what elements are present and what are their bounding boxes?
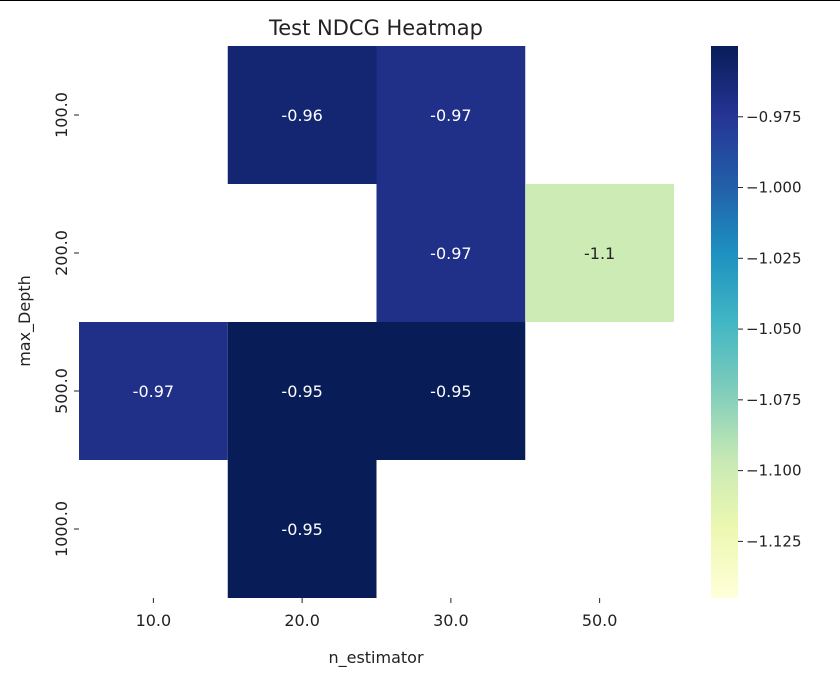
y-tick-label: 500.0 <box>52 368 71 414</box>
colorbar <box>711 46 738 598</box>
colorbar-tick-label: −1.100 <box>746 462 802 480</box>
heatmap-cell <box>227 46 377 184</box>
heatmap-cell <box>79 322 228 460</box>
colorbar-tick-label: −1.000 <box>746 179 802 197</box>
heatmap-cell <box>376 184 526 322</box>
top-border <box>0 0 840 1</box>
cell-value-label: -0.95 <box>430 382 471 401</box>
y-axis-ticks: 100.0 200.0 500.0 1000.0 <box>52 92 79 557</box>
x-axis-label: n_estimator <box>328 648 423 668</box>
x-tick-label: 30.0 <box>433 611 469 630</box>
x-tick-label: 20.0 <box>284 611 320 630</box>
cell-value-label: -1.1 <box>584 244 615 263</box>
y-tick-label: 1000.0 <box>52 501 71 557</box>
cell-value-label: -0.97 <box>133 382 174 401</box>
chart-title: Test NDCG Heatmap <box>268 16 483 40</box>
colorbar-ticks: −0.975 −1.000 −1.025 −1.050 −1.075 −1.100 −1.1… <box>738 108 802 550</box>
heatmap-cell <box>376 46 526 184</box>
cell-value-label: -0.97 <box>430 106 471 125</box>
x-axis-ticks: 10.0 20.0 30.0 50.0 <box>136 598 618 630</box>
x-tick-label: 10.0 <box>136 611 172 630</box>
heatmap-cell <box>376 322 526 460</box>
heatmap-cells: -0.96 -0.97 -0.97 -1.1 -0.97 -0.95 -0.95 -0.95 <box>79 46 674 598</box>
cell-value-label: -0.95 <box>281 520 322 539</box>
cell-value-label: -0.96 <box>281 106 322 125</box>
colorbar-tick-label: −0.975 <box>746 108 802 126</box>
heatmap-cell <box>227 322 377 460</box>
y-tick-label: 200.0 <box>52 230 71 276</box>
x-tick-label: 50.0 <box>582 611 618 630</box>
heatmap-cell <box>227 460 377 598</box>
colorbar-tick-label: −1.125 <box>746 532 802 550</box>
cell-value-label: -0.95 <box>281 382 322 401</box>
cell-value-label: -0.97 <box>430 244 471 263</box>
y-axis-label: max_Depth <box>15 275 35 367</box>
heatmap-cell <box>525 184 674 322</box>
colorbar-tick-label: −1.050 <box>746 320 802 338</box>
y-tick-label: 100.0 <box>52 92 71 138</box>
colorbar-tick-label: −1.025 <box>746 249 802 267</box>
colorbar-tick-label: −1.075 <box>746 391 802 409</box>
